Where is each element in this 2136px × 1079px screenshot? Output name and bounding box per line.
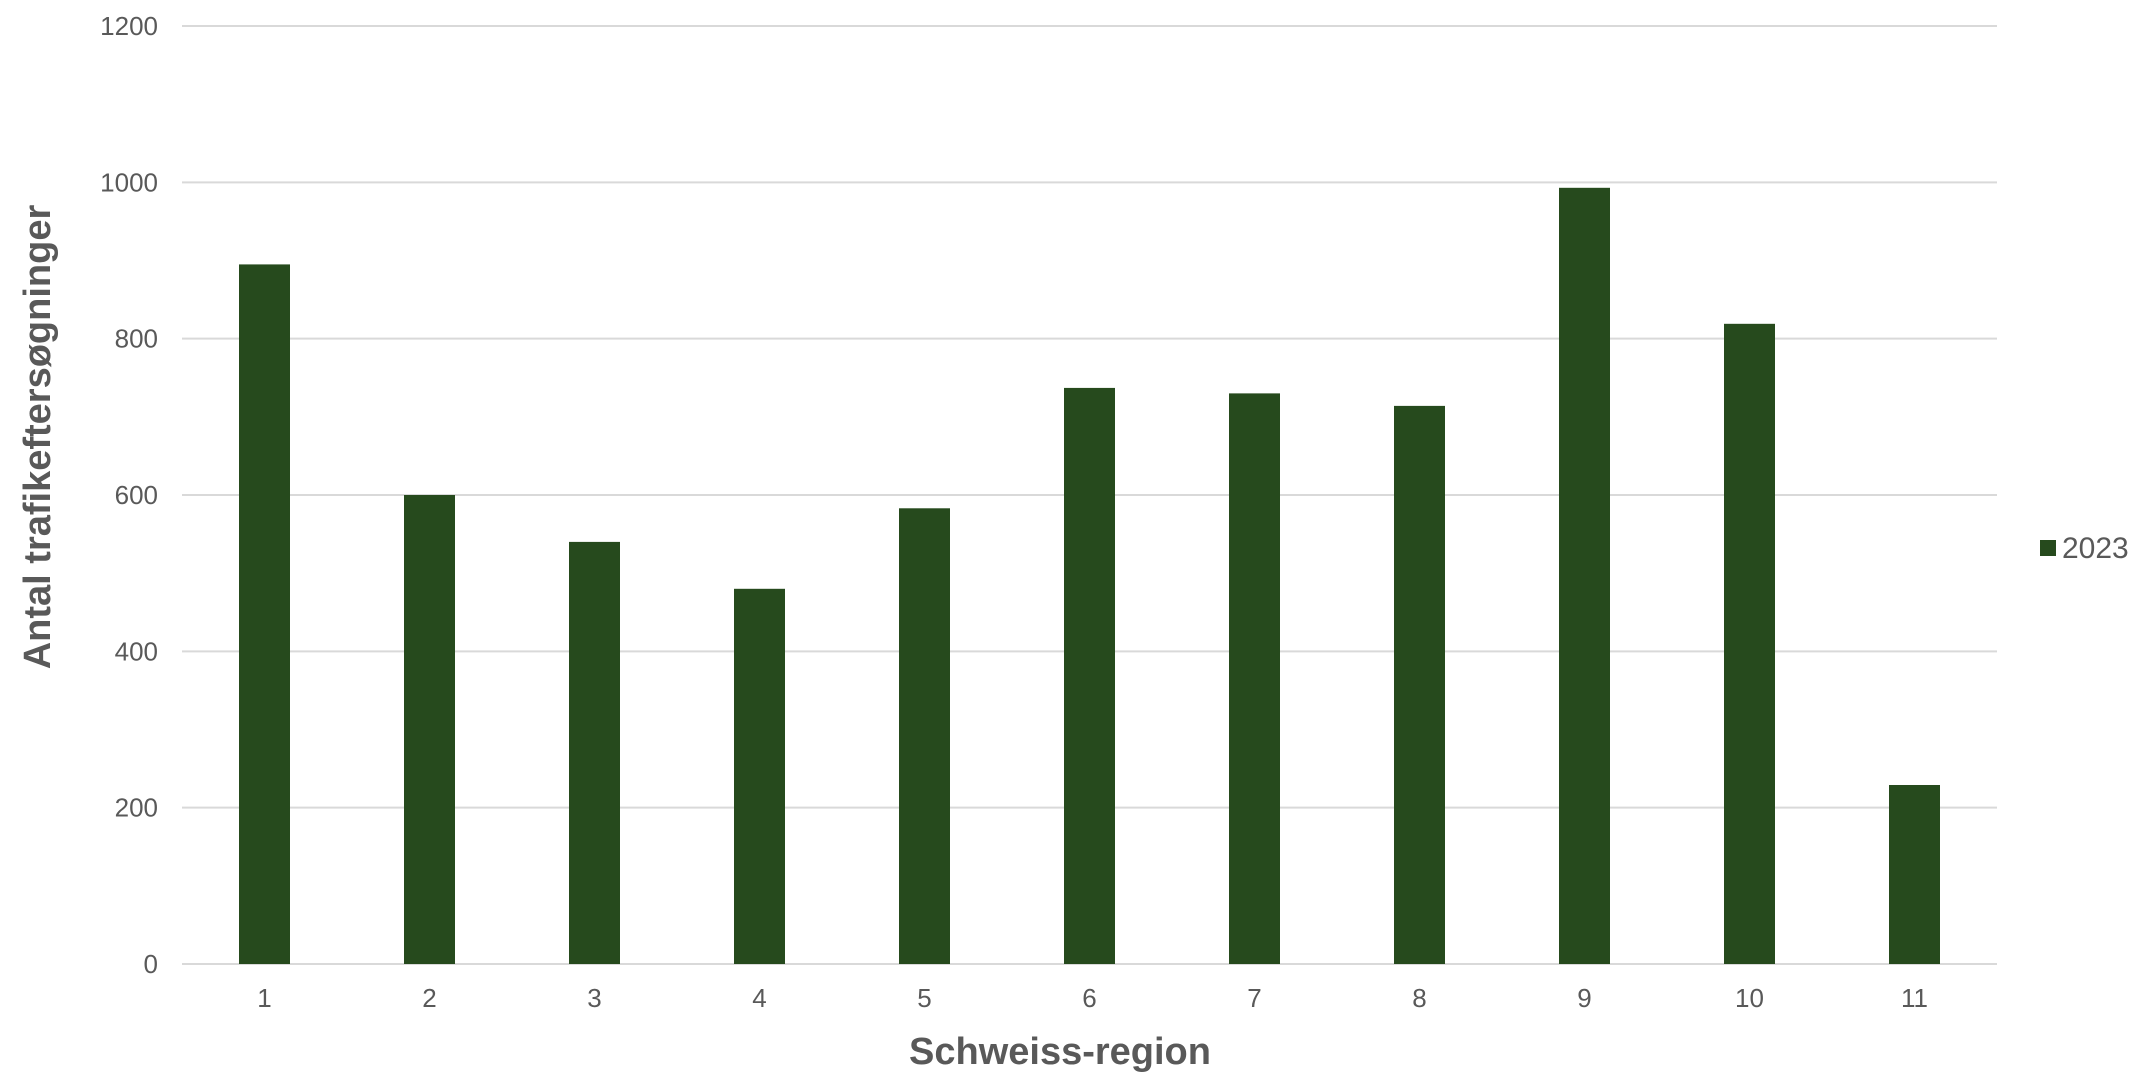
x-tick-label: 2 <box>422 983 436 1013</box>
x-tick-label: 10 <box>1735 983 1764 1013</box>
bar-region-5 <box>899 508 950 964</box>
bar-region-10 <box>1724 323 1775 964</box>
bar-region-9 <box>1559 187 1610 964</box>
legend-label-2023: 2023 <box>2062 532 2129 565</box>
y-tick-label: 0 <box>144 949 158 979</box>
y-tick-label: 200 <box>115 793 158 823</box>
legend: 2023 <box>2040 532 2129 565</box>
bar-region-3 <box>569 541 620 964</box>
x-axis-ticks: 1 2 3 4 5 6 7 8 9 10 11 <box>257 983 1928 1013</box>
y-tick-label: 800 <box>115 324 158 354</box>
bar-region-1 <box>239 264 290 964</box>
x-tick-label: 1 <box>257 983 271 1013</box>
bar-region-4 <box>734 588 785 964</box>
x-tick-label: 8 <box>1412 983 1426 1013</box>
x-tick-label: 3 <box>587 983 601 1013</box>
x-tick-label: 4 <box>752 983 766 1013</box>
x-tick-label: 5 <box>917 983 931 1013</box>
bar-region-6 <box>1064 387 1115 965</box>
x-tick-label: 11 <box>1901 983 1928 1013</box>
bar-region-2 <box>404 495 455 964</box>
y-axis-ticks: 0 200 400 600 800 1000 1200 <box>100 11 158 979</box>
x-tick-label: 6 <box>1082 983 1096 1013</box>
bar-region-11 <box>1889 784 1940 964</box>
legend-swatch <box>2040 540 2056 556</box>
bar-region-7 <box>1229 393 1280 965</box>
y-tick-label: 1200 <box>100 11 158 41</box>
x-tick-label: 9 <box>1577 983 1591 1013</box>
y-axis-title: Antal trafikeftersøgninger <box>17 205 59 670</box>
bar-region-8 <box>1394 405 1445 964</box>
y-tick-label: 600 <box>115 480 158 510</box>
y-tick-label: 1000 <box>100 167 158 197</box>
bars <box>239 187 1940 965</box>
x-axis-title: Schweiss-region <box>909 1031 1211 1073</box>
y-tick-label: 400 <box>115 636 158 666</box>
x-tick-label: 7 <box>1247 983 1261 1013</box>
